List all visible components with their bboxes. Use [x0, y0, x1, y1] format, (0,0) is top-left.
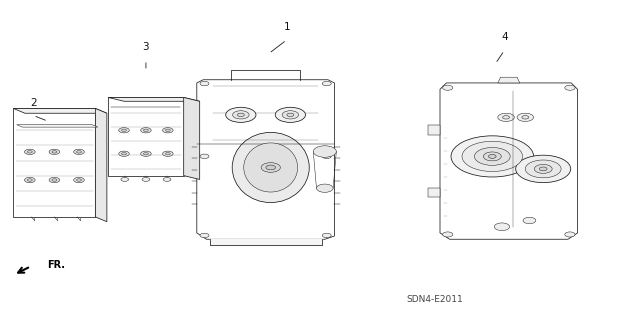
Circle shape	[163, 128, 173, 133]
Circle shape	[498, 113, 515, 122]
Circle shape	[502, 115, 509, 119]
Circle shape	[52, 151, 57, 153]
Circle shape	[165, 129, 170, 131]
Ellipse shape	[244, 143, 298, 192]
Text: 3: 3	[143, 42, 149, 52]
Circle shape	[266, 165, 276, 170]
Circle shape	[49, 149, 60, 154]
Polygon shape	[498, 77, 520, 83]
Circle shape	[516, 155, 571, 183]
Circle shape	[163, 178, 171, 181]
Circle shape	[52, 179, 57, 181]
Circle shape	[24, 177, 35, 183]
Circle shape	[322, 154, 332, 159]
Circle shape	[163, 151, 173, 156]
Circle shape	[525, 160, 561, 178]
Circle shape	[77, 151, 81, 153]
Circle shape	[540, 167, 547, 171]
Polygon shape	[197, 80, 334, 239]
Circle shape	[443, 232, 453, 237]
Circle shape	[28, 151, 32, 153]
Ellipse shape	[232, 132, 309, 203]
Circle shape	[322, 81, 332, 86]
Circle shape	[141, 151, 151, 156]
Circle shape	[534, 165, 552, 173]
Circle shape	[141, 128, 151, 133]
Circle shape	[122, 152, 127, 155]
Circle shape	[74, 149, 84, 154]
Polygon shape	[429, 125, 440, 135]
Circle shape	[119, 128, 129, 133]
Circle shape	[322, 233, 332, 238]
Circle shape	[237, 113, 244, 116]
Circle shape	[517, 113, 534, 122]
Circle shape	[474, 147, 510, 165]
Circle shape	[261, 163, 280, 172]
Circle shape	[122, 129, 127, 131]
Circle shape	[565, 85, 575, 90]
Circle shape	[200, 154, 209, 159]
Circle shape	[143, 129, 148, 131]
Circle shape	[451, 136, 534, 177]
Polygon shape	[13, 108, 95, 217]
Polygon shape	[108, 98, 184, 176]
Text: FR.: FR.	[47, 260, 65, 271]
Circle shape	[226, 107, 256, 122]
Circle shape	[522, 115, 529, 119]
Text: 2: 2	[30, 98, 36, 108]
Text: 4: 4	[501, 33, 508, 42]
Circle shape	[200, 81, 209, 86]
Circle shape	[165, 152, 170, 155]
Polygon shape	[184, 98, 200, 180]
Circle shape	[488, 154, 496, 158]
Circle shape	[462, 141, 523, 172]
Text: SDN4-E2011: SDN4-E2011	[407, 295, 463, 304]
Circle shape	[121, 178, 129, 181]
Polygon shape	[13, 108, 107, 113]
Circle shape	[119, 151, 129, 156]
Circle shape	[143, 152, 148, 155]
Circle shape	[28, 179, 32, 181]
Circle shape	[275, 107, 305, 122]
Circle shape	[314, 146, 337, 157]
Polygon shape	[95, 108, 107, 222]
Circle shape	[523, 217, 536, 224]
Circle shape	[316, 184, 333, 192]
Polygon shape	[17, 125, 98, 127]
Circle shape	[74, 177, 84, 183]
Circle shape	[200, 233, 209, 238]
Circle shape	[232, 111, 249, 119]
Circle shape	[287, 113, 294, 116]
Polygon shape	[210, 239, 321, 245]
Polygon shape	[440, 83, 578, 239]
Circle shape	[24, 149, 35, 154]
Circle shape	[443, 85, 453, 90]
Circle shape	[494, 223, 509, 231]
Text: 1: 1	[284, 22, 290, 32]
Circle shape	[565, 232, 575, 237]
Polygon shape	[429, 188, 440, 197]
Circle shape	[142, 178, 150, 181]
Circle shape	[483, 152, 501, 161]
Circle shape	[282, 111, 299, 119]
Circle shape	[77, 179, 81, 181]
Polygon shape	[108, 98, 200, 101]
Circle shape	[49, 177, 60, 183]
